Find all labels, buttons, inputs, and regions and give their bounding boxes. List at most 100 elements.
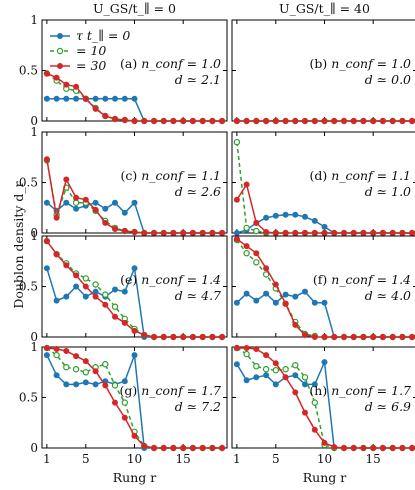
- data-point: [253, 118, 260, 125]
- data-point: [92, 368, 99, 375]
- panel-annotation-d: d ≃ 2.6: [175, 184, 221, 199]
- data-point: [233, 235, 240, 242]
- data-point: [233, 299, 240, 306]
- y-tick-label: 0.5: [19, 64, 38, 78]
- data-point: [243, 249, 250, 257]
- data-point: [331, 443, 338, 450]
- data-point: [243, 224, 250, 232]
- data-point: [53, 351, 60, 359]
- data-point: [379, 118, 386, 125]
- data-point: [272, 229, 279, 236]
- data-point: [112, 95, 119, 102]
- data-point: [253, 345, 260, 352]
- data-point: [233, 196, 240, 203]
- data-point: [253, 250, 260, 257]
- panel-annotation-d: d ≃ 1.0: [365, 184, 411, 199]
- data-point: [189, 444, 196, 451]
- data-point: [321, 439, 328, 446]
- data-point: [63, 176, 70, 183]
- data-point: [43, 265, 50, 272]
- data-point: [331, 229, 338, 236]
- data-point: [160, 444, 167, 451]
- data-point: [209, 333, 216, 340]
- data-point: [321, 333, 328, 340]
- y-tick-label: 0.5: [19, 391, 38, 405]
- data-point: [331, 118, 338, 125]
- x-axis-label-1: Rung r: [113, 470, 156, 485]
- x-tick-label: 5: [82, 452, 90, 466]
- data-point: [112, 313, 119, 320]
- panel-id: (b): [309, 56, 331, 71]
- data-point: [92, 199, 99, 206]
- data-point: [370, 118, 377, 125]
- data-point: [409, 445, 415, 451]
- data-point: [102, 95, 109, 102]
- data-point: [272, 118, 279, 125]
- legend: τ t_∥ = 0= 10= 30: [50, 28, 130, 73]
- data-point: [189, 229, 196, 236]
- data-point: [63, 81, 70, 88]
- data-point: [92, 206, 99, 213]
- data-point: [121, 227, 128, 234]
- y-axis-label: Doublon density d_r: [11, 181, 26, 308]
- data-point: [272, 367, 279, 374]
- data-point: [233, 118, 240, 125]
- data-point: [301, 331, 308, 338]
- data-point: [233, 229, 240, 236]
- series-line-1: [46, 201, 223, 234]
- data-point: [301, 288, 308, 295]
- data-point: [311, 399, 318, 406]
- data-point: [360, 229, 367, 236]
- data-point: [399, 333, 406, 340]
- data-point: [111, 382, 119, 389]
- data-point: [73, 194, 80, 201]
- data-point: [321, 299, 328, 306]
- panel-id: (d): [309, 168, 331, 183]
- data-point: [282, 366, 289, 373]
- data-point: [389, 229, 396, 236]
- data-point: [292, 211, 299, 218]
- panel-annotation-d: d ≃ 6.9: [365, 399, 411, 414]
- y-tick-label: 0.5: [19, 280, 38, 294]
- data-point: [131, 199, 138, 206]
- data-point: [112, 116, 119, 123]
- data-point: [262, 366, 270, 373]
- data-point: [160, 118, 167, 125]
- data-point: [243, 181, 250, 188]
- data-point: [82, 358, 89, 365]
- data-point: [53, 74, 60, 81]
- x-tick-label: 5: [272, 452, 280, 466]
- data-point: [53, 251, 60, 258]
- data-point: [243, 243, 250, 250]
- data-point: [379, 333, 386, 340]
- data-point: [199, 229, 206, 236]
- data-point: [263, 372, 270, 379]
- data-point: [233, 344, 240, 351]
- y-tick-label: 1: [30, 125, 38, 139]
- data-point: [243, 290, 250, 297]
- data-point: [272, 212, 279, 219]
- panel-annotation-nconf: (a) n_conf = 1.0: [120, 56, 221, 71]
- data-point: [121, 209, 128, 216]
- panel-annotation-d: d ≃ 2.1: [175, 72, 221, 87]
- x-tick-label: 15: [176, 452, 191, 466]
- data-point: [292, 229, 299, 236]
- data-point: [170, 118, 177, 125]
- data-point: [379, 229, 386, 236]
- data-point: [150, 444, 157, 451]
- x-tick-label: 10: [317, 452, 332, 466]
- legend-label: = 30: [76, 58, 106, 73]
- data-point: [282, 291, 289, 298]
- data-point: [409, 334, 415, 340]
- data-point: [73, 381, 80, 388]
- data-point: [112, 225, 119, 232]
- data-point: [150, 229, 157, 236]
- data-point: [92, 293, 99, 300]
- panel-annotation-d: d ≃ 7.2: [175, 399, 221, 414]
- data-point: [253, 259, 260, 266]
- data-point: [311, 229, 318, 236]
- data-point: [63, 262, 70, 269]
- data-point: [262, 271, 270, 278]
- data-point: [340, 118, 347, 125]
- data-point: [82, 275, 90, 282]
